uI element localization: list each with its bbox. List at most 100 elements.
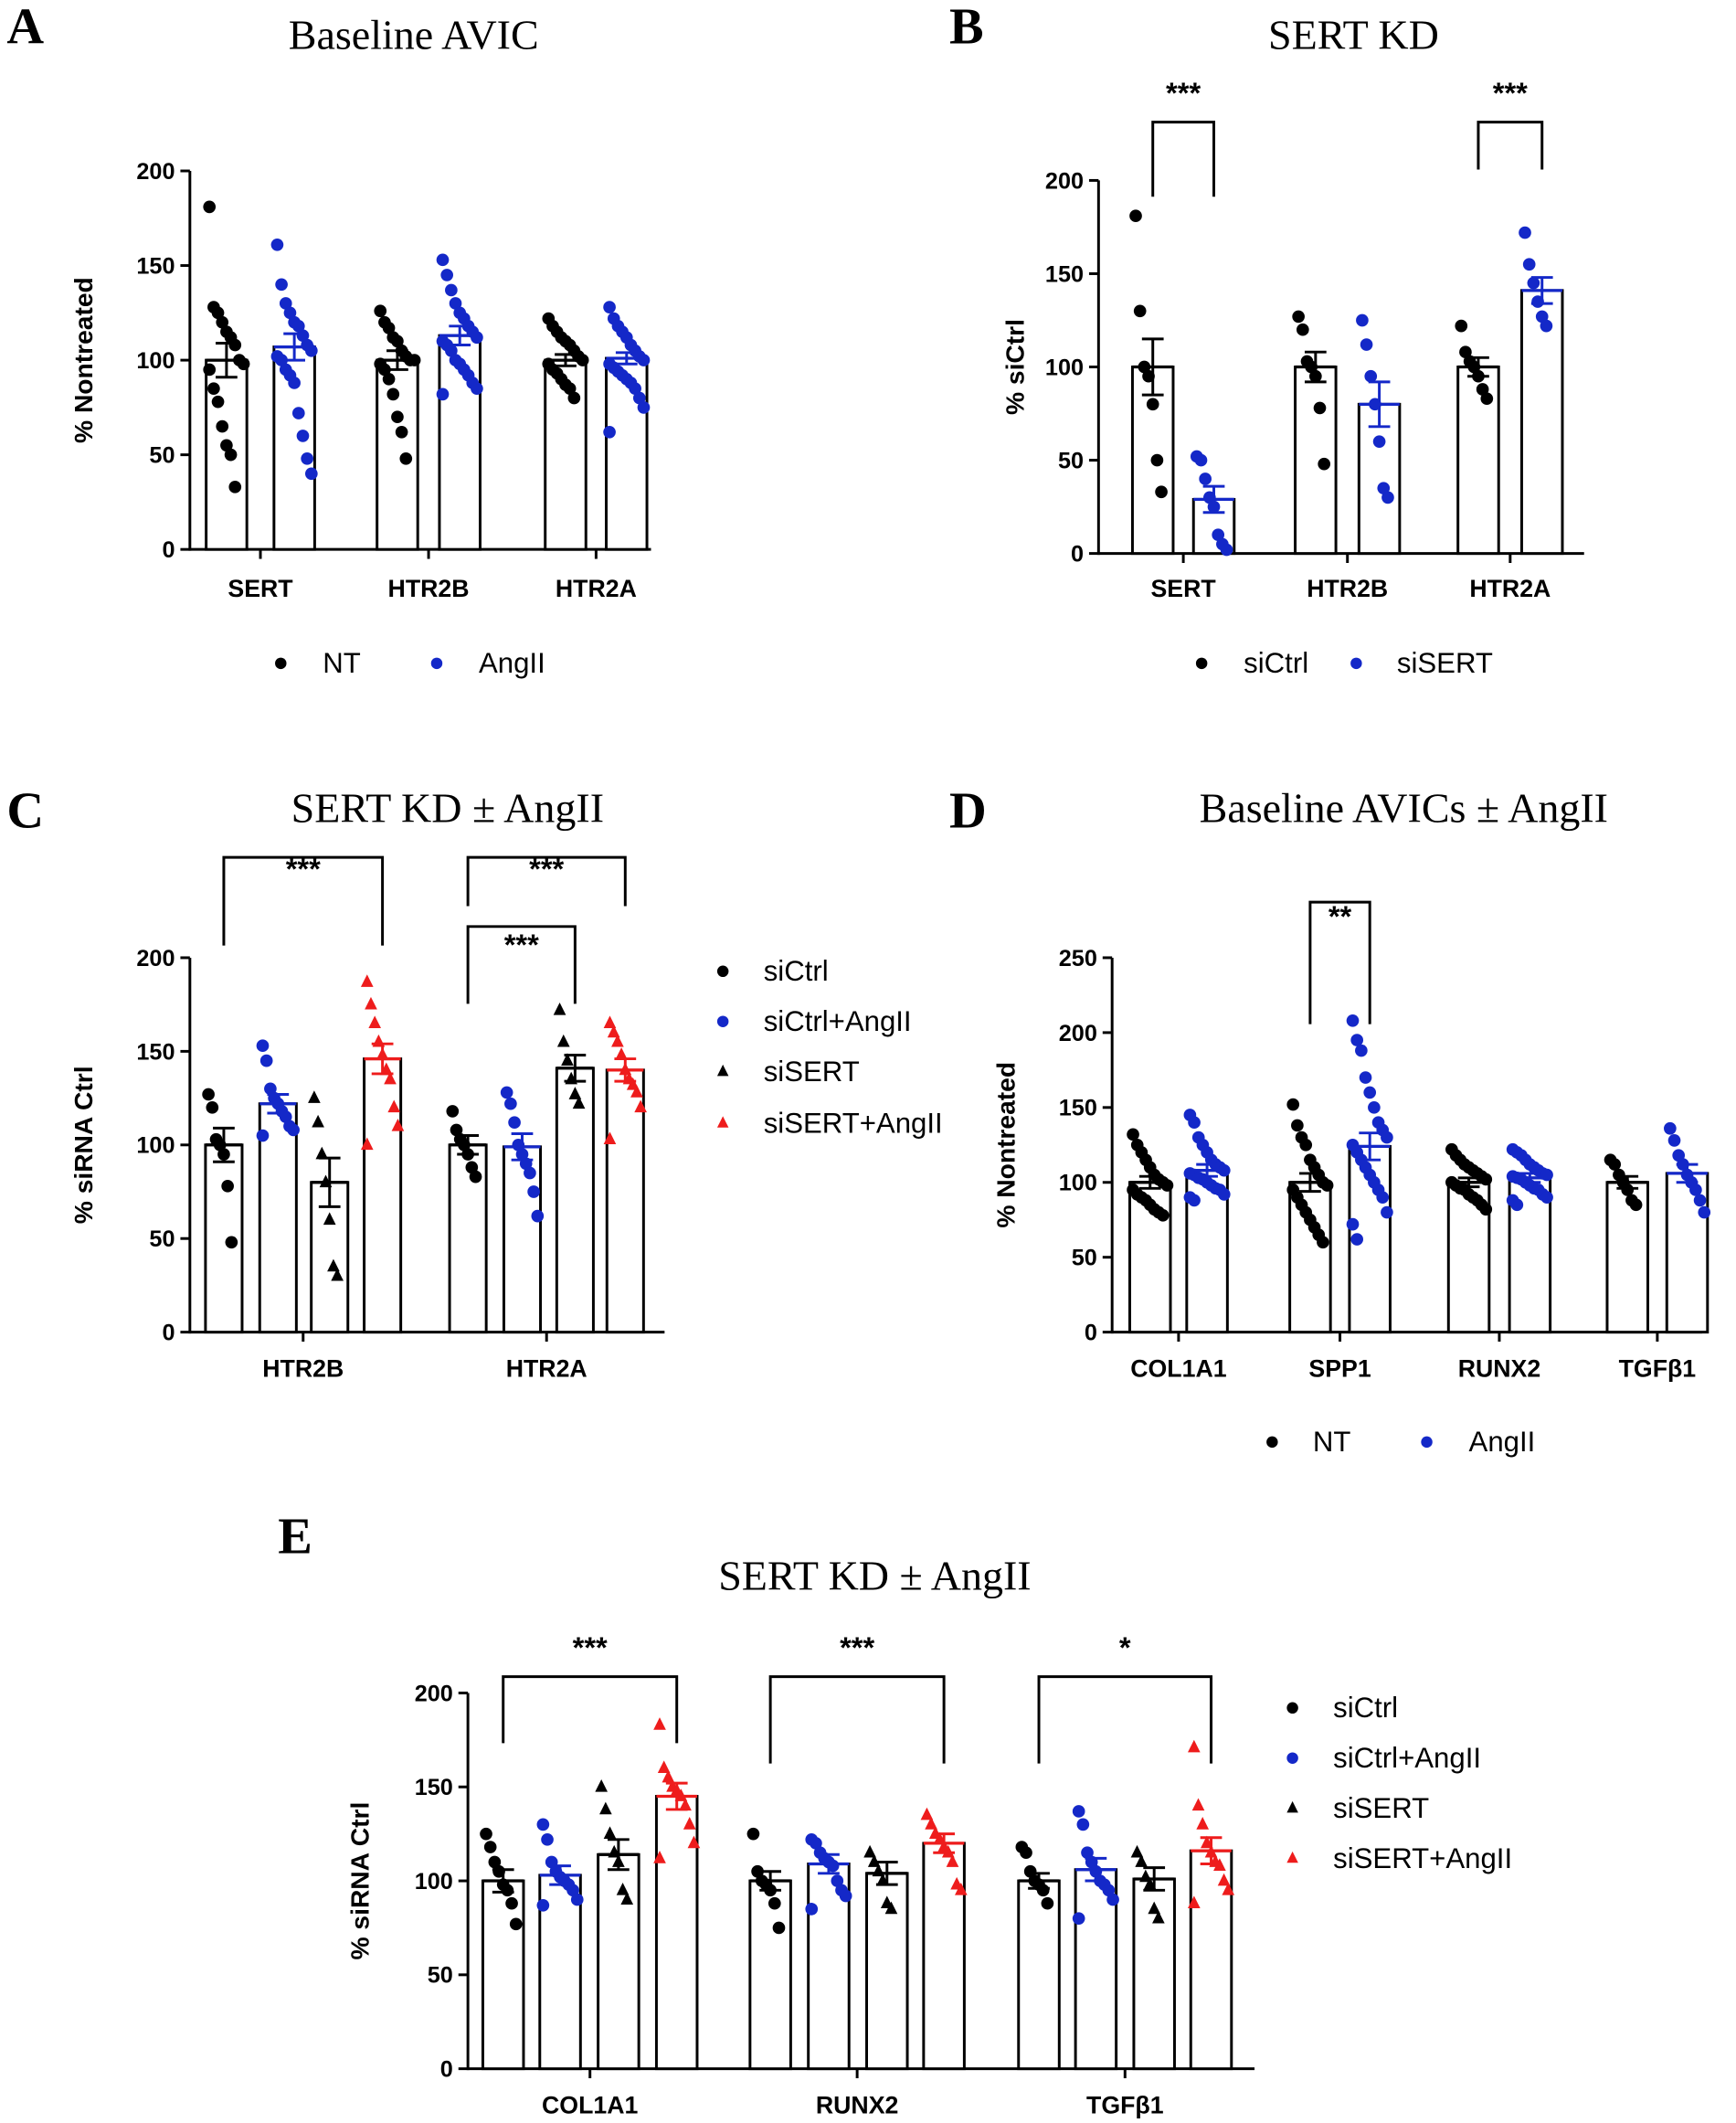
panel-letter: E <box>278 1509 312 1566</box>
data-point <box>264 1082 277 1096</box>
data-point <box>368 1015 382 1028</box>
data-point <box>1479 1203 1493 1216</box>
data-point <box>839 1889 852 1903</box>
data-point <box>1519 226 1531 239</box>
bar <box>363 1057 403 1334</box>
data-point <box>471 331 483 345</box>
data-point <box>751 1864 764 1878</box>
significance-bracket <box>1037 1675 1213 1764</box>
data-point <box>1081 1846 1094 1860</box>
data-point <box>327 1258 340 1272</box>
data-point <box>603 1015 617 1028</box>
data-point <box>683 1817 696 1830</box>
data-point <box>566 1884 579 1897</box>
data-point <box>1317 1236 1329 1249</box>
chart-title: SERT KD ± AngII <box>291 785 604 832</box>
panel-c: C SERT KD ± AngII 0 50 100 150 200 % siRNA Ctrl… <box>6 782 942 1382</box>
data-point <box>527 1185 540 1198</box>
chart-title: SERT KD <box>1268 11 1439 58</box>
data-point <box>603 1131 617 1144</box>
y-tick-label: 200 <box>1059 1021 1097 1046</box>
x-tick-label: HTR2B <box>262 1355 344 1383</box>
y-tick-label: 150 <box>1059 1096 1097 1121</box>
data-point <box>556 1034 570 1047</box>
data-point <box>1150 453 1164 467</box>
data-point <box>561 1053 574 1066</box>
data-point <box>1522 258 1536 271</box>
data-point <box>391 410 404 424</box>
data-point <box>1148 1901 1161 1915</box>
x-tick-label: TGFβ1 <box>1619 1355 1697 1383</box>
data-point <box>1540 1191 1553 1204</box>
data-point <box>1194 453 1208 467</box>
data-point <box>772 1921 786 1935</box>
significance-label: *** <box>529 852 564 886</box>
data-point <box>1041 1896 1054 1910</box>
data-point <box>312 1114 324 1128</box>
panel-letter: C <box>6 782 44 839</box>
data-point <box>1296 323 1309 336</box>
data-point <box>603 1826 617 1839</box>
data-point <box>1664 1121 1677 1135</box>
x-tick-label: SERT <box>1151 575 1217 602</box>
data-point <box>1381 1205 1393 1219</box>
data-point <box>395 425 408 439</box>
data-point <box>386 387 400 401</box>
data-point <box>1188 1194 1201 1207</box>
data-point <box>449 297 462 310</box>
y-tick-label: 150 <box>136 1039 175 1065</box>
y-axis-label: % Nontreated <box>69 277 98 443</box>
y-tick-label: 200 <box>136 159 175 185</box>
y-tick-label: 150 <box>1045 261 1084 287</box>
legend-label: siSERT+AngII <box>764 1107 943 1139</box>
data-point <box>228 338 242 352</box>
data-point <box>315 1146 329 1160</box>
data-point <box>1076 1818 1090 1831</box>
data-point <box>1155 485 1168 499</box>
data-point <box>1476 383 1489 396</box>
data-point <box>1133 304 1147 318</box>
significance-bracket <box>1151 121 1215 197</box>
data-point <box>1222 1883 1235 1895</box>
y-tick-label: 200 <box>136 946 175 971</box>
legend-marker <box>1195 657 1208 670</box>
data-point <box>483 1841 497 1853</box>
data-point <box>1368 1100 1381 1114</box>
bar <box>1017 1879 1061 2071</box>
y-axis-label: % siCtrl <box>1000 319 1030 415</box>
data-point <box>1459 345 1472 359</box>
data-point <box>480 1827 492 1841</box>
y-tick-label: 50 <box>149 443 175 469</box>
data-point <box>599 1801 612 1815</box>
data-point <box>1356 313 1369 327</box>
significance-label: * <box>1119 1630 1131 1664</box>
data-point <box>1299 1138 1313 1152</box>
legend-label: siCtrl <box>764 955 829 987</box>
data-point <box>469 1170 482 1184</box>
data-point <box>1129 209 1142 223</box>
data-point <box>504 1097 517 1110</box>
data-point <box>1291 1119 1304 1132</box>
bar <box>1357 402 1402 556</box>
bar <box>555 1067 595 1334</box>
y-tick-label: 200 <box>1045 168 1084 194</box>
data-point <box>387 1099 401 1113</box>
y-tick-label: 100 <box>1045 355 1084 380</box>
y-tick-label: 0 <box>162 1321 175 1346</box>
data-point <box>611 1034 624 1047</box>
data-point <box>202 1088 215 1101</box>
data-point <box>440 269 454 281</box>
data-point <box>216 315 229 329</box>
legend: siCtrl siSERT <box>1195 647 1493 679</box>
data-point <box>1527 276 1540 290</box>
data-point <box>536 1818 550 1831</box>
data-point <box>1667 1134 1681 1147</box>
data-point <box>465 1161 479 1174</box>
data-point <box>308 1090 321 1103</box>
x-tick-label: SERT <box>228 575 293 602</box>
data-point <box>224 448 238 462</box>
legend-label: NT <box>1313 1426 1351 1458</box>
data-point <box>323 1212 336 1226</box>
data-point <box>1346 1217 1360 1231</box>
